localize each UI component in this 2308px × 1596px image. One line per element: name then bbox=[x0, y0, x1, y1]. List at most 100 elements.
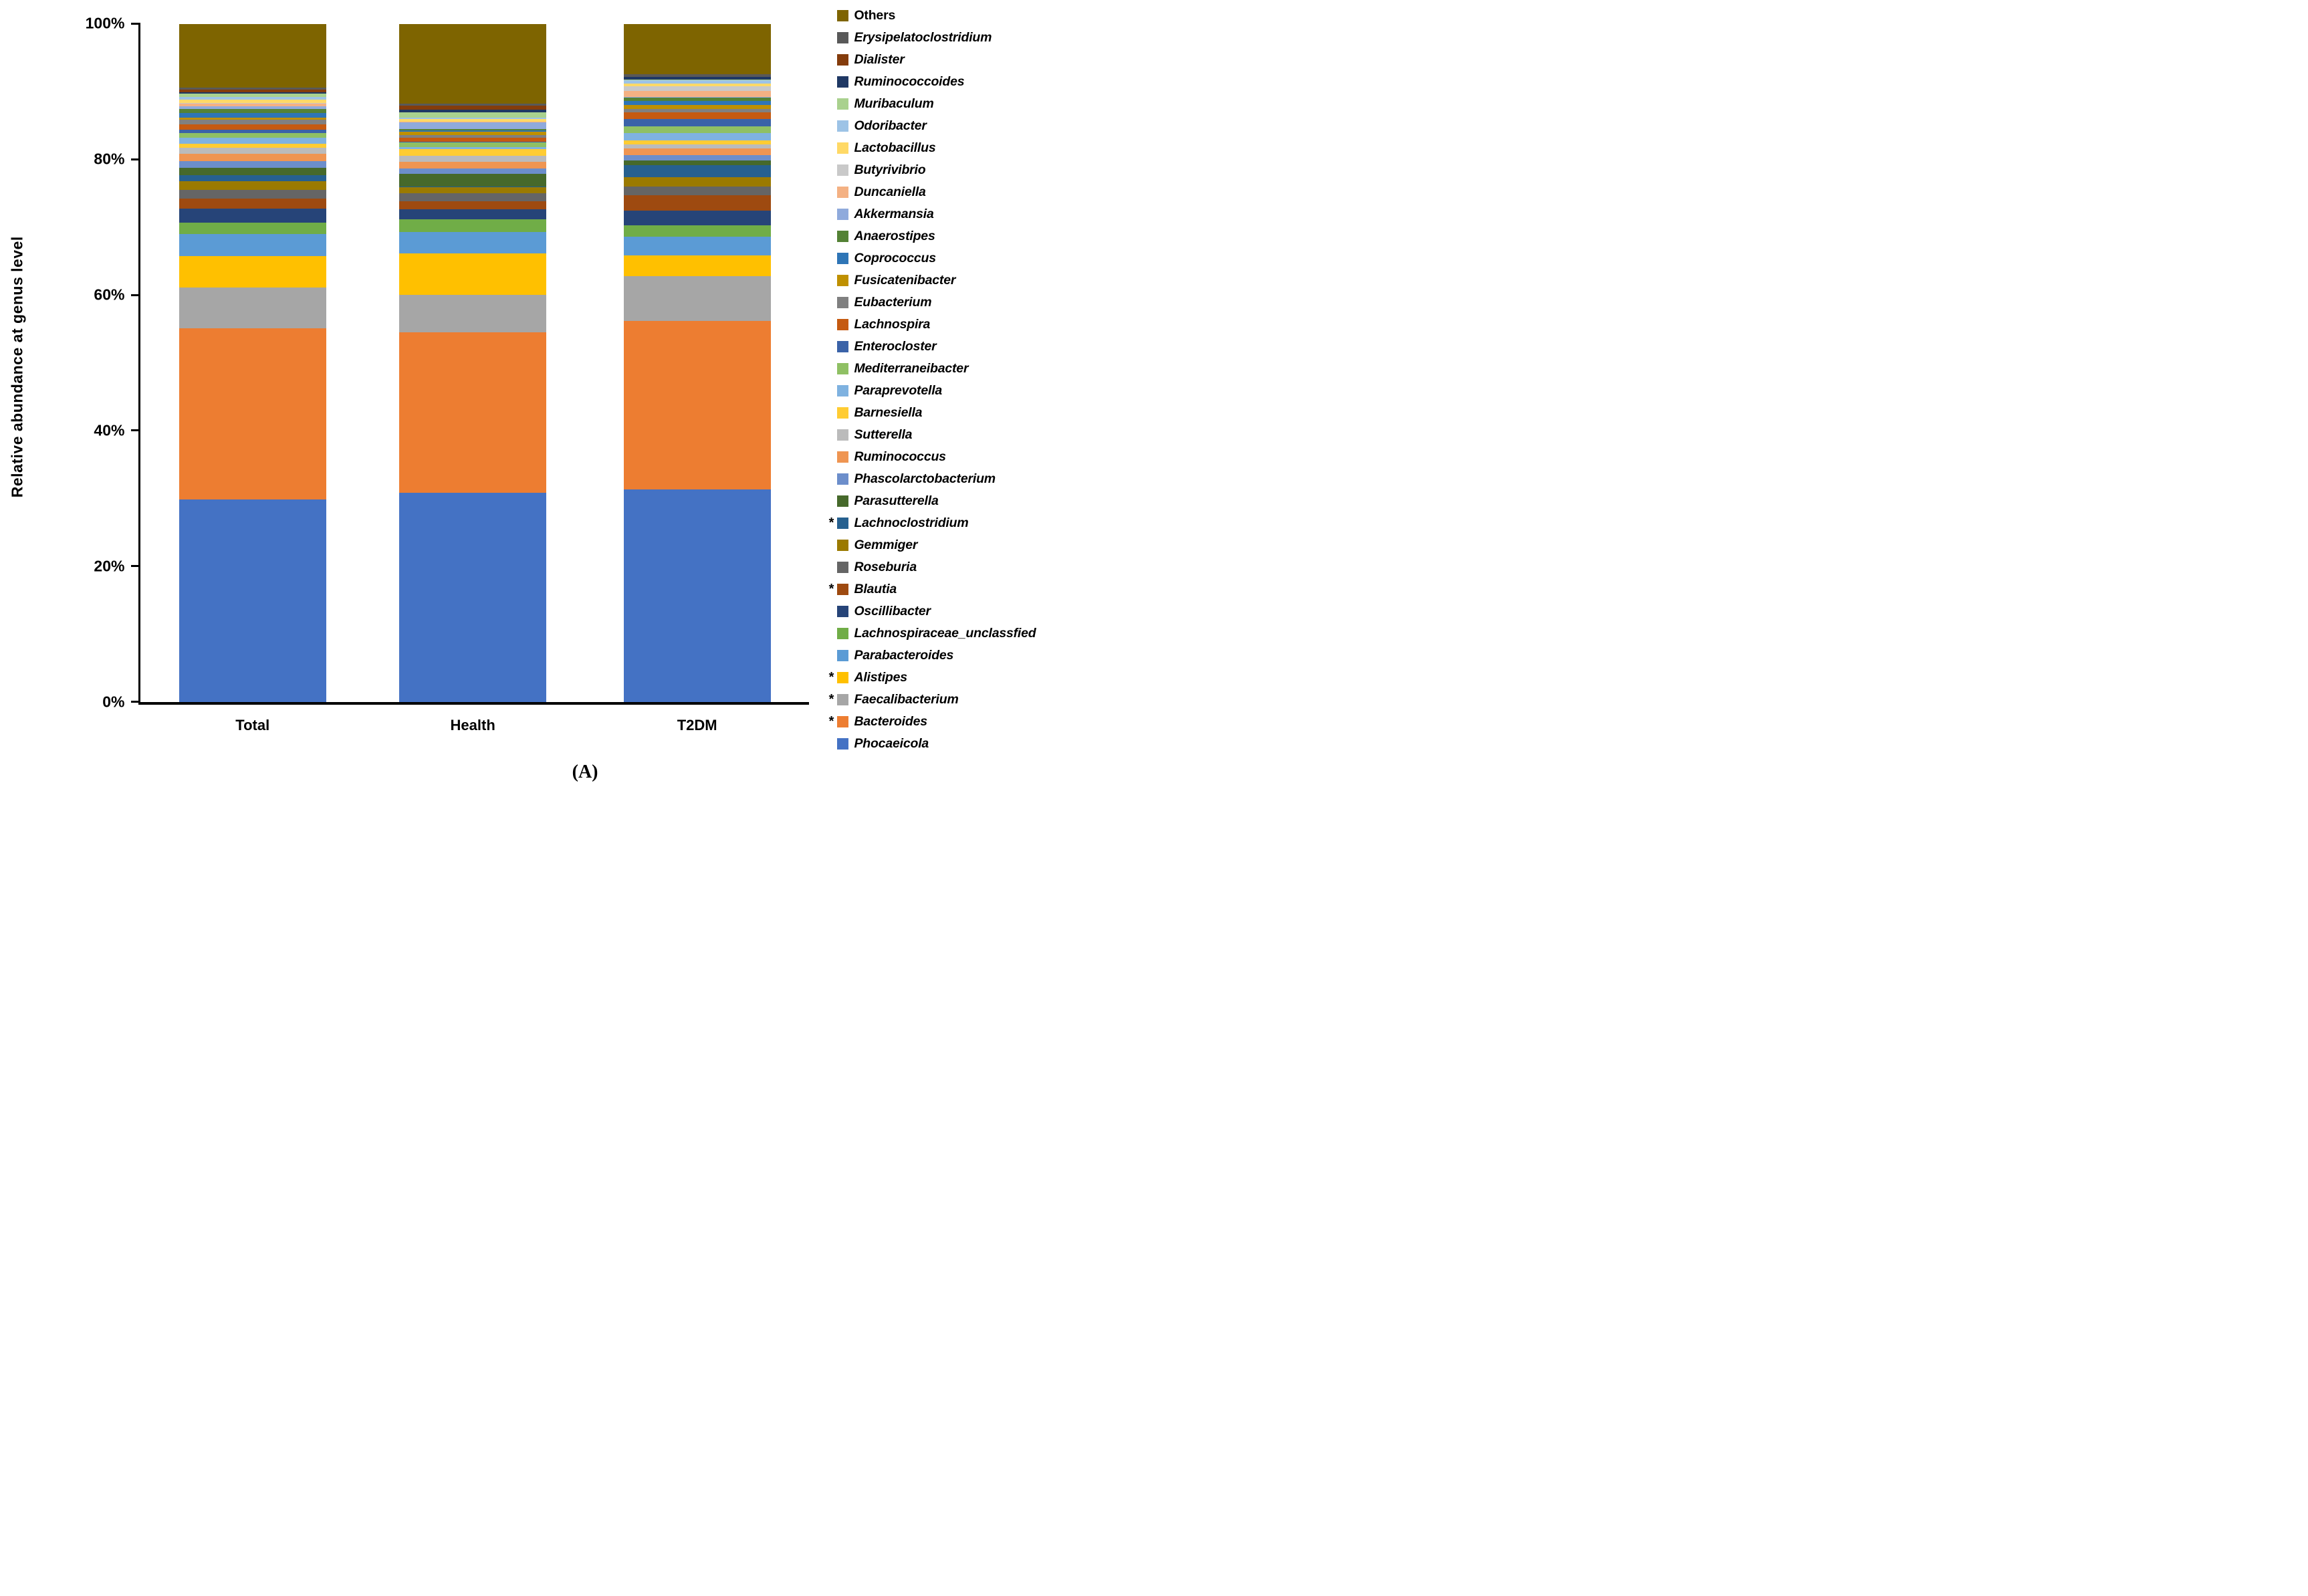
legend-item-ruminococcoides: Ruminococcoides bbox=[819, 71, 1036, 93]
legend-swatch-icon bbox=[837, 208, 849, 220]
significance-asterisk: * bbox=[828, 581, 834, 596]
bar-segment-coprococcus bbox=[399, 130, 547, 132]
y-tick-mark-80 bbox=[131, 158, 141, 160]
bar-segment-parasutterella bbox=[399, 173, 547, 187]
bar-segment-dialister bbox=[399, 105, 547, 110]
bar-segment-faecalibacterium bbox=[179, 287, 326, 328]
bar-segment-roseburia bbox=[399, 193, 547, 202]
bar-segment-ruminococcoides bbox=[399, 109, 547, 113]
legend-label: Barnesiella bbox=[854, 405, 923, 420]
legend-swatch-icon bbox=[837, 76, 849, 88]
legend-item-duncaniella: Duncaniella bbox=[819, 181, 1036, 203]
legend-item-parasutterella: Parasutterella bbox=[819, 490, 1036, 512]
bar-segment-akkermansia bbox=[179, 106, 326, 110]
bar-segment-ruminococcoides bbox=[623, 77, 771, 80]
legend-label: Parasutterella bbox=[854, 493, 939, 508]
legend-item-butyrivibrio: Butyrivibrio bbox=[819, 159, 1036, 181]
legend-label: Phascolarctobacterium bbox=[854, 471, 996, 486]
legend-label: Muribaculum bbox=[854, 96, 934, 111]
legend-label: Lactobacillus bbox=[854, 140, 936, 155]
bar-segment-anaerostipes bbox=[179, 109, 326, 114]
bar-segment-bacteroides bbox=[623, 320, 771, 490]
legend-item-lachnospiraceae_unclassfied: Lachnospiraceae_unclassfied bbox=[819, 622, 1036, 645]
bar-segment-phocaeicola bbox=[399, 493, 547, 702]
bar-segment-lachnospira bbox=[399, 138, 547, 142]
y-tick-mark-60 bbox=[131, 294, 141, 296]
legend-label: Anaerostipes bbox=[854, 228, 935, 243]
y-tick-mark-0 bbox=[131, 701, 141, 703]
panel-caption: (A) bbox=[572, 762, 598, 783]
legend-item-phocaeicola: Phocaeicola bbox=[819, 733, 1036, 755]
y-tick-label-80: 80% bbox=[94, 150, 125, 168]
legend-item-paraprevotella: Paraprevotella bbox=[819, 380, 1036, 402]
bar-segment-eubacterium bbox=[399, 134, 547, 138]
legend-swatch-icon bbox=[837, 627, 849, 639]
legend-item-erysipelatoclostridium: Erysipelatoclostridium bbox=[819, 27, 1036, 49]
bar-segment-lachnoclostridium bbox=[179, 175, 326, 181]
bar-segment-faecalibacterium bbox=[399, 295, 547, 332]
legend-item-muribaculum: Muribaculum bbox=[819, 93, 1036, 115]
legend-swatch-icon bbox=[837, 142, 849, 154]
legend-label: Oscillibacter bbox=[854, 603, 931, 618]
legend-label: Butyrivibrio bbox=[854, 162, 926, 177]
bar-segment-roseburia bbox=[623, 186, 771, 195]
legend-swatch-icon bbox=[837, 274, 849, 286]
legend-label: Roseburia bbox=[854, 559, 917, 574]
bar-segment-duncaniella bbox=[623, 90, 771, 98]
bar-segment-mediterraneibacter bbox=[179, 132, 326, 138]
legend-item-coprococcus: Coprococcus bbox=[819, 247, 1036, 269]
legend-label: Lachnoclostridium bbox=[854, 515, 969, 530]
y-tick-mark-40 bbox=[131, 429, 141, 432]
x-category-label-health: Health bbox=[450, 716, 495, 733]
bar-segment-enterocloster bbox=[179, 129, 326, 133]
legend-swatch-icon bbox=[837, 451, 849, 463]
bar-segment-blautia bbox=[623, 195, 771, 211]
y-axis-title: Relative abundance at genus level bbox=[8, 236, 26, 498]
bar-segment-odoribacter bbox=[399, 117, 547, 119]
legend-item-anaerostipes: Anaerostipes bbox=[819, 225, 1036, 247]
bar-segment-coprococcus bbox=[623, 101, 771, 105]
bar-segment-lachnoclostridium bbox=[623, 164, 771, 177]
bar-segment-parabacteroides bbox=[399, 231, 547, 254]
legend-swatch-icon bbox=[837, 517, 849, 529]
bar-segment-others bbox=[623, 23, 771, 74]
legend-item-sutterella: Sutterella bbox=[819, 424, 1036, 446]
bar-segment-alistipes bbox=[399, 253, 547, 296]
legend-swatch-icon bbox=[837, 296, 849, 308]
legend-item-lachnospira: Lachnospira bbox=[819, 314, 1036, 336]
legend-label: Dialister bbox=[854, 51, 905, 67]
legend-swatch-icon bbox=[837, 31, 849, 43]
bar-segment-erysipelatoclostridium bbox=[399, 104, 547, 106]
significance-asterisk: * bbox=[828, 713, 834, 729]
bar-segment-mediterraneibacter bbox=[623, 126, 771, 133]
legend-item-alistipes: * Alistipes bbox=[819, 667, 1036, 689]
bar-segment-fusicatenibacter bbox=[623, 104, 771, 109]
bar-segment-phocaeicola bbox=[623, 489, 771, 702]
legend-swatch-icon bbox=[837, 252, 849, 264]
bar-segment-alistipes bbox=[623, 255, 771, 276]
bar-segment-parabacteroides bbox=[623, 236, 771, 256]
legend-item-fusicatenibacter: Fusicatenibacter bbox=[819, 269, 1036, 292]
bar-segment-phascolarctobacterium bbox=[179, 161, 326, 168]
bar-segment-lachnospiraceae_unclassfied bbox=[399, 219, 547, 232]
legend: Others Erysipelatoclostridium Dialister Rum… bbox=[819, 5, 1036, 755]
legend-label: Faecalibacterium bbox=[854, 691, 959, 707]
legend-swatch-icon bbox=[837, 539, 849, 551]
bar-segment-gemmiger bbox=[623, 177, 771, 187]
y-tick-label-100: 100% bbox=[85, 14, 125, 32]
bar-segment-ruminococcoides bbox=[179, 92, 326, 94]
legend-swatch-icon bbox=[837, 362, 849, 374]
bar-segment-oscillibacter bbox=[399, 209, 547, 219]
bar-health bbox=[399, 23, 547, 702]
bar-segment-coprococcus bbox=[179, 113, 326, 118]
legend-label: Odoribacter bbox=[854, 118, 927, 133]
bar-segment-eubacterium bbox=[179, 119, 326, 124]
bar-segment-paraprevotella bbox=[399, 147, 547, 150]
bar-segment-odoribacter bbox=[623, 80, 771, 84]
bar-segment-oscillibacter bbox=[179, 209, 326, 223]
legend-label: Lachnospira bbox=[854, 316, 931, 332]
bar-segment-lactobacillus bbox=[179, 100, 326, 103]
significance-asterisk: * bbox=[828, 691, 834, 707]
legend-swatch-icon bbox=[837, 561, 849, 573]
legend-label: Lachnospiraceae_unclassfied bbox=[854, 625, 1036, 641]
